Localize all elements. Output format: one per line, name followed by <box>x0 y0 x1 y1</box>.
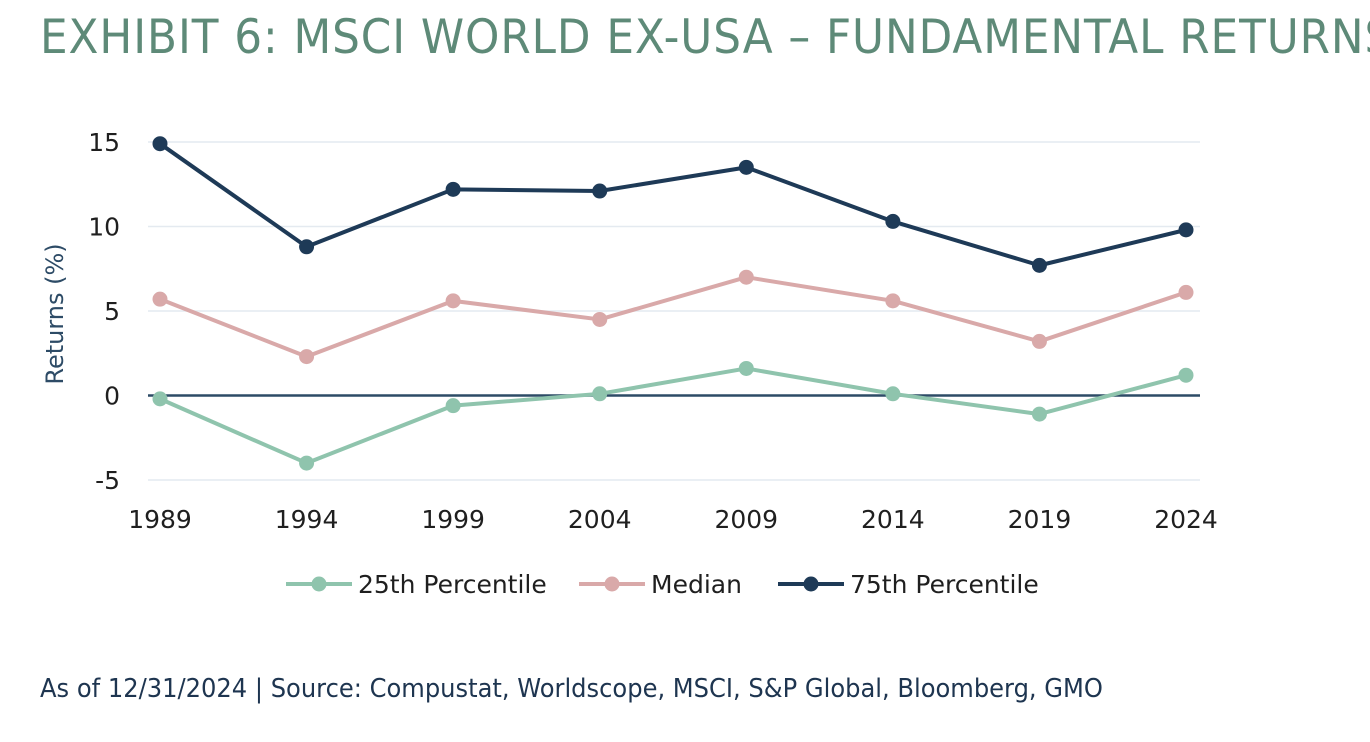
data-point <box>1031 257 1047 273</box>
y-tick-label: 0 <box>104 382 120 411</box>
data-point <box>299 349 315 365</box>
source-note: As of 12/31/2024 | Source: Compustat, Wo… <box>40 674 1103 704</box>
y-tick-label: 10 <box>88 213 120 242</box>
series-layer <box>152 136 1194 471</box>
data-point <box>885 386 901 402</box>
chart-title: EXHIBIT 6: MSCI WORLD EX-USA – FUNDAMENT… <box>40 10 1370 65</box>
data-point <box>152 136 168 152</box>
legend: 25th Percentile Median 75th Percentile <box>286 570 1039 599</box>
data-point <box>445 293 461 309</box>
series-line <box>158 141 1188 268</box>
legend-label: 75th Percentile <box>850 570 1039 599</box>
legend-swatch-marker <box>604 576 620 592</box>
data-point <box>1178 284 1194 300</box>
legend-label: 25th Percentile <box>358 570 547 599</box>
data-point <box>445 398 461 414</box>
x-tick-label: 2024 <box>1154 505 1218 534</box>
data-point <box>592 311 608 327</box>
x-axis-ticks: 1989 1994 1999 2004 2009 2014 2019 2024 <box>128 505 1218 534</box>
x-tick-label: 2004 <box>568 505 632 534</box>
grid-lines <box>148 141 1200 481</box>
x-tick-label: 2014 <box>861 505 925 534</box>
legend-label: Median <box>651 570 742 599</box>
x-tick-label: 1994 <box>275 505 339 534</box>
data-point <box>738 159 754 175</box>
data-point <box>738 269 754 285</box>
series-line <box>158 366 1188 466</box>
y-tick-label: 15 <box>88 128 120 157</box>
legend-swatch-marker <box>803 576 819 592</box>
x-tick-label: 2009 <box>714 505 778 534</box>
data-point <box>1178 367 1194 383</box>
data-point <box>152 391 168 407</box>
x-tick-label: 1989 <box>128 505 192 534</box>
data-point <box>299 239 315 255</box>
data-point <box>738 360 754 376</box>
y-axis-title: Returns (%) <box>41 243 69 384</box>
series-line <box>158 275 1188 359</box>
data-point <box>1178 222 1194 238</box>
x-tick-label: 1999 <box>421 505 485 534</box>
y-tick-label: 5 <box>104 297 120 326</box>
data-point <box>592 183 608 199</box>
data-point <box>885 293 901 309</box>
data-point <box>152 291 168 307</box>
data-point <box>1031 333 1047 349</box>
data-point <box>445 181 461 197</box>
data-point <box>885 213 901 229</box>
data-point <box>592 386 608 402</box>
y-axis-ticks: 15 10 5 0 -5 <box>88 128 120 495</box>
y-tick-label: -5 <box>95 466 120 495</box>
data-point <box>1031 406 1047 422</box>
x-tick-label: 2019 <box>1008 505 1072 534</box>
data-point <box>299 455 315 471</box>
legend-swatch-marker <box>311 576 327 592</box>
